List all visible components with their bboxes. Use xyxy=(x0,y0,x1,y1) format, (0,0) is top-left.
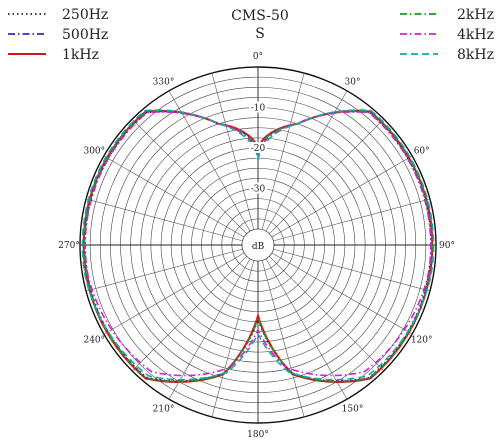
angle-label: 330° xyxy=(153,77,175,87)
angle-label: 180° xyxy=(247,430,269,440)
chart-title: CMS-50 xyxy=(231,8,289,24)
radial-tick-label: -20 xyxy=(251,144,266,154)
legend-label-2khz: 2kHz xyxy=(457,7,494,23)
radial-tick-label: -30 xyxy=(251,185,266,195)
series-line-8khz xyxy=(81,109,435,381)
legend-label-500hz: 500Hz xyxy=(62,27,108,43)
grid-spoke xyxy=(269,118,385,234)
grid-spoke xyxy=(261,72,305,230)
grid-spoke xyxy=(261,260,305,418)
angle-label: 60° xyxy=(414,147,430,157)
series-line-250hz xyxy=(84,110,432,382)
legend-label-4khz: 4kHz xyxy=(457,27,494,43)
grid-spoke xyxy=(103,252,245,335)
grid-spoke xyxy=(269,256,385,372)
chart-subtitle: S xyxy=(255,26,265,42)
axis-labels: 0° 30° 60° 90° 120° 150° 180° 210° 240° 270° 300° 3… xyxy=(58,52,455,440)
grid-spoke xyxy=(271,252,413,335)
polar-grid xyxy=(79,66,437,424)
grid-spoke xyxy=(273,248,431,292)
angle-label: 240° xyxy=(83,336,105,346)
series-line-4khz xyxy=(84,111,432,377)
angle-label: 30° xyxy=(345,77,361,87)
grid-spoke xyxy=(131,118,247,234)
legend-label-1khz: 1kHz xyxy=(62,47,99,63)
legend: 250Hz 500Hz 1kHz 2kHz 4kHz 8kHz xyxy=(8,7,494,63)
grid-spoke xyxy=(211,72,255,230)
center-label: dB xyxy=(252,242,265,252)
grid-spoke xyxy=(265,90,348,232)
radial-label-bg xyxy=(249,182,267,194)
grid-spoke xyxy=(85,248,243,292)
radial-tick-label: -10 xyxy=(251,104,266,114)
radial-label-bg xyxy=(249,101,267,113)
angle-label: 270° xyxy=(58,241,80,251)
grid-spoke xyxy=(131,256,247,372)
series-layer xyxy=(81,109,435,383)
grid-spoke xyxy=(168,90,251,232)
grid-spoke xyxy=(265,258,348,400)
angle-label: 150° xyxy=(342,405,364,415)
radial-label-bg xyxy=(249,142,267,153)
angle-label: 90° xyxy=(439,241,455,251)
grid-spoke xyxy=(271,155,413,238)
grid-spoke xyxy=(168,258,251,400)
angle-label: 120° xyxy=(411,336,433,346)
grid-spoke xyxy=(273,198,431,242)
angle-label: 210° xyxy=(153,405,175,415)
grid-spoke xyxy=(85,198,243,242)
legend-label-8khz: 8kHz xyxy=(457,47,494,63)
legend-label-250hz: 250Hz xyxy=(62,7,108,23)
angle-label: 0° xyxy=(253,52,263,62)
series-line-2khz xyxy=(83,110,433,383)
angle-label: 300° xyxy=(83,147,105,157)
grid-spoke xyxy=(103,155,245,238)
grid-spoke xyxy=(211,260,255,418)
